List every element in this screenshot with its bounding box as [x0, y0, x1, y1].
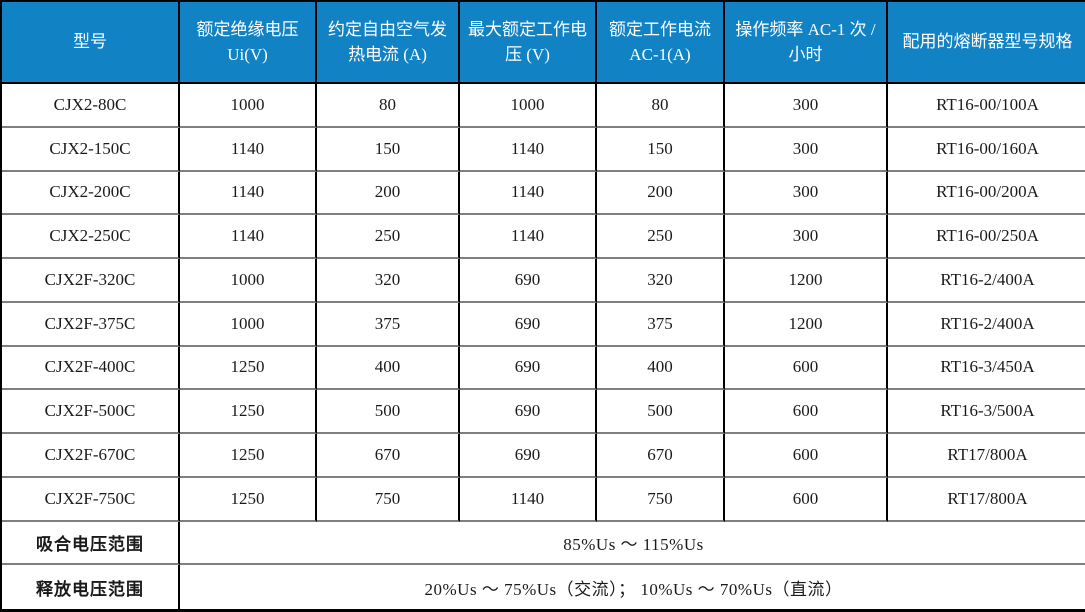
value-cell: RT16-00/160A	[888, 128, 1085, 172]
value-cell: 300	[725, 84, 888, 128]
model-cell: CJX2F-670C	[2, 434, 180, 478]
value-cell: RT16-3/500A	[888, 390, 1085, 434]
model-cell: CJX2F-750C	[2, 477, 180, 522]
release-voltage-row: 释放电压范围 20%Us ～ 75%Us（交流）； 10%Us ～ 70%Us（…	[2, 565, 1085, 609]
value-cell: 1140	[460, 127, 597, 172]
model-cell: CJX2F-400C	[2, 346, 180, 391]
value-cell: 600	[725, 346, 888, 391]
value-cell: 150	[317, 127, 460, 172]
model-cell: CJX2F-375C	[2, 302, 180, 347]
header-cell-model: 型号	[2, 2, 180, 84]
value-cell: 320	[597, 259, 725, 303]
release-voltage-label: 释放电压范围	[2, 565, 180, 609]
value-cell: RT16-00/250A	[888, 215, 1085, 259]
model-cell: CJX2F-320C	[2, 259, 180, 303]
value-cell: 150	[597, 127, 725, 172]
model-cell: CJX2-200C	[2, 171, 180, 216]
value-cell: 300	[725, 127, 888, 172]
value-cell: 670	[597, 434, 725, 478]
value-cell: 375	[317, 302, 460, 347]
value-cell: RT16-00/100A	[888, 84, 1085, 128]
value-cell: 1250	[180, 477, 317, 522]
value-cell: 1140	[460, 477, 597, 522]
value-cell: 375	[597, 302, 725, 347]
table-row: CJX2-80C 1000 80 1000 80 300 RT16-00/100A	[2, 84, 1085, 128]
table-row: CJX2F-670C 1250 670 690 670 600 RT17/800A	[2, 434, 1085, 478]
value-cell: 690	[460, 302, 597, 347]
value-cell: 200	[317, 171, 460, 216]
pickup-voltage-label: 吸合电压范围	[2, 521, 180, 566]
value-cell: RT16-3/450A	[888, 347, 1085, 391]
value-cell: 1140	[180, 127, 317, 172]
value-cell: 1140	[180, 171, 317, 216]
value-cell: 600	[725, 390, 888, 434]
value-cell: 600	[725, 434, 888, 478]
value-cell: 1000	[460, 84, 597, 128]
table-row: CJX2F-375C 1000 375 690 375 1200 RT16-2/400A	[2, 302, 1085, 347]
header-cell-insulation-volt: 额定绝缘电压 Ui(V)	[180, 2, 317, 84]
value-cell: 1250	[180, 346, 317, 391]
release-voltage-value: 20%Us ～ 75%Us（交流）； 10%Us ～ 70%Us（直流）	[424, 579, 843, 599]
model-cell: CJX2-250C	[2, 215, 180, 259]
value-cell: 1140	[180, 215, 317, 259]
value-cell: 1000	[180, 259, 317, 303]
header-cell-fuse-spec: 配用的熔断器型号规格	[888, 2, 1085, 84]
value-cell: 690	[460, 259, 597, 303]
value-cell: 690	[460, 434, 597, 478]
value-cell: 750	[317, 477, 460, 522]
model-cell: CJX2-80C	[2, 84, 180, 128]
pickup-voltage-value: 85%Us ～ 115%Us	[180, 522, 1085, 566]
value-cell: 1000	[180, 302, 317, 347]
value-cell: 200	[597, 171, 725, 216]
header-cell-thermal-current: 约定自由空气发热电流 (A)	[317, 2, 460, 84]
value-cell: 320	[317, 259, 460, 303]
pickup-voltage-row: 吸合电压范围 85%Us ～ 115%Us	[2, 521, 1085, 566]
table-row: CJX2-200C 1140 200 1140 200 300 RT16-00/200A	[2, 171, 1085, 216]
value-cell: 250	[597, 215, 725, 259]
value-cell: 1250	[180, 434, 317, 478]
value-cell: 400	[597, 346, 725, 391]
value-cell: 1200	[725, 259, 888, 303]
value-cell: 1200	[725, 302, 888, 347]
value-cell: 80	[317, 84, 460, 128]
value-cell: 750	[597, 477, 725, 522]
value-cell: RT17/800A	[888, 478, 1085, 522]
value-cell: RT16-00/200A	[888, 172, 1085, 216]
value-cell: 1250	[180, 390, 317, 434]
table-row: CJX2F-400C 1250 400 690 400 600 RT16-3/450A	[2, 346, 1085, 391]
header-cell-max-work-volt: 最大额定工作电压 (V)	[460, 2, 597, 84]
value-cell: RT16-2/400A	[888, 303, 1085, 347]
value-cell: 600	[725, 477, 888, 522]
table-row: CJX2F-750C 1250 750 1140 750 600 RT17/800A	[2, 477, 1085, 522]
header-cell-op-frequency: 操作频率 AC-1 次 / 小时	[725, 2, 888, 84]
value-cell: 500	[597, 390, 725, 434]
value-cell: 1000	[180, 84, 317, 128]
value-cell: 400	[317, 346, 460, 391]
value-cell: 500	[317, 390, 460, 434]
table-row: CJX2F-500C 1250 500 690 500 600 RT16-3/500A	[2, 390, 1085, 434]
value-cell: 80	[597, 84, 725, 128]
model-cell: CJX2-150C	[2, 127, 180, 172]
header-cell-work-current: 额定工作电流 AC-1(A)	[597, 2, 725, 84]
value-cell: RT17/800A	[888, 434, 1085, 478]
header-row: 型号 额定绝缘电压 Ui(V) 约定自由空气发热电流 (A) 最大额定工作电压 …	[2, 2, 1085, 84]
table-row: CJX2-150C 1140 150 1140 150 300 RT16-00/160A	[2, 127, 1085, 172]
value-cell: 300	[725, 215, 888, 259]
value-cell: 250	[317, 215, 460, 259]
value-cell: 1140	[460, 215, 597, 259]
value-cell: RT16-2/400A	[888, 259, 1085, 303]
table-row: CJX2F-320C 1000 320 690 320 1200 RT16-2/400A	[2, 259, 1085, 303]
value-cell: 1140	[460, 171, 597, 216]
value-cell: 670	[317, 434, 460, 478]
value-cell: 690	[460, 346, 597, 391]
value-cell: 690	[460, 390, 597, 434]
model-cell: CJX2F-500C	[2, 390, 180, 434]
value-cell: 300	[725, 171, 888, 216]
table-row: CJX2-250C 1140 250 1140 250 300 RT16-00/250A	[2, 215, 1085, 259]
